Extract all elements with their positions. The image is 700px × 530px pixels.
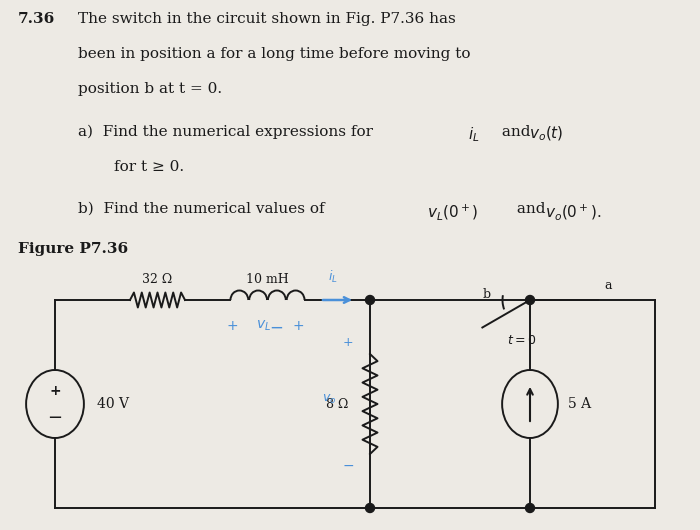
Text: a)  Find the numerical expressions for: a) Find the numerical expressions for [78,125,378,139]
Text: −: − [269,319,283,337]
Text: b)  Find the numerical values of: b) Find the numerical values of [78,202,330,216]
Text: +: + [343,335,354,349]
Text: $t = 0$: $t = 0$ [508,334,537,347]
Circle shape [526,504,535,513]
Text: +: + [293,319,304,333]
Circle shape [365,504,375,513]
Text: 7.36: 7.36 [18,12,55,26]
Text: 8 Ω: 8 Ω [326,398,348,411]
Text: +: + [227,319,239,333]
Circle shape [526,296,535,305]
Text: 32 Ω: 32 Ω [142,273,173,286]
Text: 5 A: 5 A [568,397,591,411]
Text: been in position a for a long time before moving to: been in position a for a long time befor… [78,47,470,61]
Text: and: and [512,202,550,216]
Text: −: − [342,459,354,473]
Text: $v_o(0^+)$.: $v_o(0^+)$. [545,202,602,222]
Text: 40 V: 40 V [97,397,129,411]
Text: +: + [49,384,61,398]
Text: position b at t = 0.: position b at t = 0. [78,82,222,96]
Text: 10 mH: 10 mH [246,273,289,286]
Text: $v_L$: $v_L$ [256,319,271,333]
Text: b: b [482,288,491,302]
Text: and: and [497,125,536,139]
Text: $i_L$: $i_L$ [468,125,480,144]
Text: $v_L(0^+)$: $v_L(0^+)$ [427,202,478,222]
Text: Figure P7.36: Figure P7.36 [18,242,128,256]
Text: $v_o$: $v_o$ [322,392,337,405]
Text: for t ≥ 0.: for t ≥ 0. [114,160,184,174]
Text: a: a [604,279,612,292]
Circle shape [365,296,375,305]
Text: $i_L$: $i_L$ [328,269,337,285]
Text: The switch in the circuit shown in Fig. P7.36 has: The switch in the circuit shown in Fig. … [78,12,456,26]
Text: $v_o(t)$: $v_o(t)$ [529,125,564,144]
Text: −: − [48,409,62,427]
